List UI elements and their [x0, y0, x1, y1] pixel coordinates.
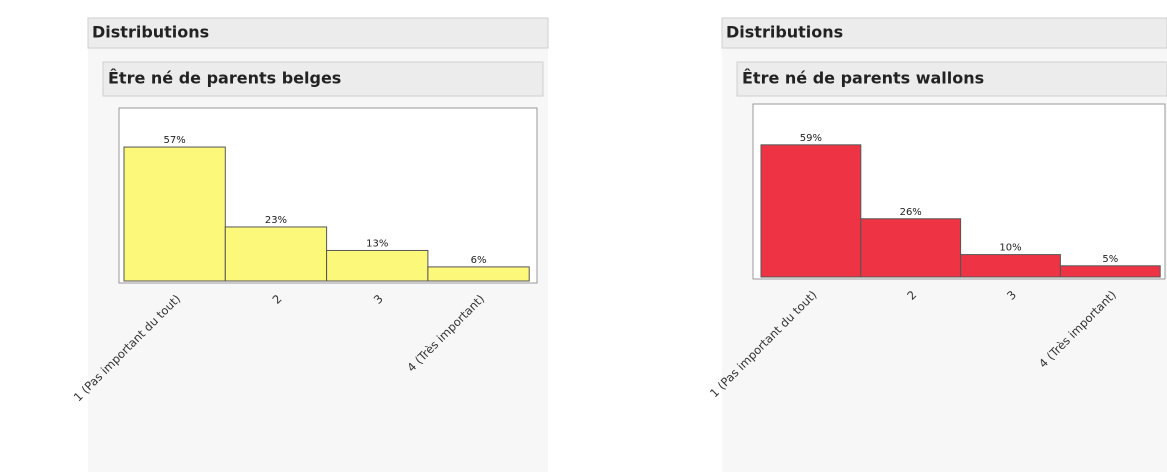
- header: Distributions: [92, 23, 209, 42]
- bar: [1059, 265, 1161, 278]
- header-box: [721, 17, 1167, 49]
- subheader-box: [736, 61, 1167, 97]
- value-label: 6%: [471, 255, 487, 266]
- value-label: 57%: [164, 135, 186, 146]
- value-label: 13%: [366, 238, 388, 249]
- value-label: 59%: [800, 133, 822, 144]
- value-label: 10%: [999, 243, 1021, 254]
- value-label: 23%: [265, 215, 287, 226]
- bar: [760, 144, 862, 278]
- subheader-box: [102, 61, 544, 97]
- bar: [960, 254, 1061, 278]
- header-box: [87, 17, 549, 49]
- bar: [860, 218, 962, 278]
- header: Distributions: [726, 23, 843, 42]
- bar: [427, 266, 530, 282]
- bar: [326, 249, 429, 282]
- bar: [123, 146, 226, 282]
- bar: [224, 226, 328, 282]
- subheader: Être né de parents wallons: [742, 69, 984, 88]
- value-label: 5%: [1102, 254, 1118, 265]
- subheader: Être né de parents belges: [108, 69, 341, 88]
- value-label: 26%: [900, 207, 922, 218]
